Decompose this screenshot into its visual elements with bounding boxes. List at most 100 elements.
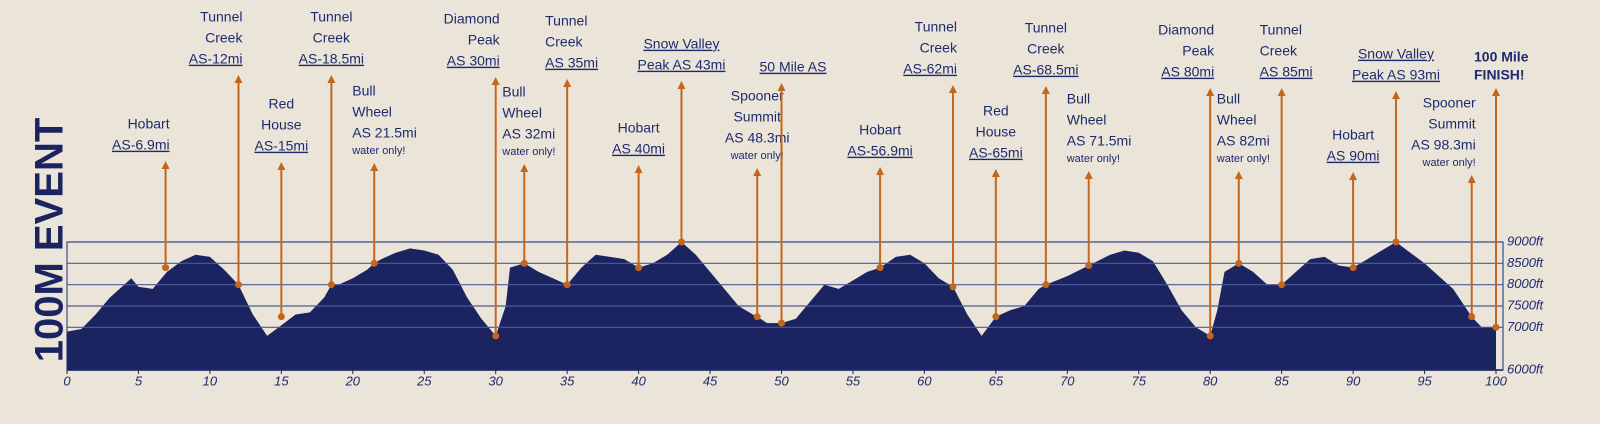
annotation-label: Creek — [205, 30, 243, 46]
annotation-label: AS 48.3mi — [725, 130, 790, 146]
x-tick-label: 85 — [1274, 373, 1289, 388]
arrow-head — [777, 83, 786, 91]
arrow-head — [1234, 171, 1243, 179]
annotation-label: Wheel — [502, 105, 542, 121]
annotation-label: 50 Mile AS — [760, 59, 827, 75]
y-tick-label: 7000ft — [1507, 319, 1545, 334]
annotation-point — [1085, 261, 1093, 269]
annotation-label: House — [261, 117, 302, 133]
arrow-head — [991, 169, 1000, 177]
annotation-label: AS 71.5mi — [1067, 133, 1132, 149]
annotation-label: Tunnel — [545, 13, 587, 29]
annotation-point — [635, 264, 643, 272]
arrow-head — [1277, 88, 1286, 96]
annotation-label: AS-15mi — [255, 138, 309, 154]
arrow-head — [563, 79, 572, 87]
annotation-label: Peak — [468, 32, 501, 48]
annotation-label: Bull — [1067, 91, 1090, 107]
arrow-head — [1492, 88, 1500, 96]
annotation-point — [753, 313, 761, 321]
annotation-label: Peak — [1182, 43, 1215, 59]
x-tick-label: 100 — [1485, 373, 1507, 388]
annotation-label: Tunnel — [1260, 22, 1302, 38]
x-tick-label: 10 — [203, 373, 218, 388]
annotation-label: Hobart — [1332, 127, 1374, 143]
x-tick-label: 75 — [1132, 373, 1147, 388]
y-tick-label: 6000ft — [1507, 361, 1545, 376]
annotation-label: AS-18.5mi — [299, 51, 364, 67]
annotation-label: Tunnel — [310, 9, 352, 25]
annotation-point — [1235, 259, 1243, 267]
annotation-label: Hobart — [128, 116, 170, 132]
annotation-point — [949, 283, 957, 291]
annotation-note: water only! — [351, 145, 405, 157]
annotation-label: Snow Valley — [1358, 46, 1434, 62]
annotation-note: water only! — [1066, 153, 1120, 165]
annotation-label: Diamond — [1158, 22, 1214, 38]
x-tick-label: 90 — [1346, 373, 1361, 388]
x-tick-label: 30 — [488, 373, 503, 388]
arrow-head — [327, 75, 336, 83]
annotation-point — [1042, 281, 1050, 289]
arrow-head — [1467, 175, 1476, 183]
annotation-label: Tunnel — [200, 9, 242, 25]
annotation-label: Bull — [502, 84, 525, 100]
arrow-head — [234, 75, 243, 83]
annotation-label: FINISH! — [1474, 67, 1525, 83]
annotation-label: Creek — [313, 30, 351, 46]
x-tick-label: 45 — [703, 373, 718, 388]
annotation-label: AS 80mi — [1161, 64, 1214, 80]
annotation-label: Diamond — [444, 11, 500, 27]
x-tick-label: 80 — [1203, 373, 1218, 388]
arrow-head — [1206, 88, 1215, 96]
annotation-point — [677, 238, 685, 246]
arrow-head — [677, 81, 686, 89]
x-tick-label: 5 — [135, 373, 143, 388]
annotation-label: Creek — [545, 34, 583, 50]
annotation-label: AS 98.3mi — [1411, 137, 1476, 153]
arrow-head — [161, 161, 170, 169]
annotation-point — [1392, 238, 1400, 246]
annotation-point — [234, 281, 242, 289]
x-tick-label: 35 — [560, 373, 575, 388]
x-tick-label: 40 — [631, 373, 646, 388]
annotation-label: Wheel — [1217, 112, 1257, 128]
annotation-label: Summit — [733, 109, 781, 125]
annotation-label: AS-65mi — [969, 145, 1023, 161]
y-tick-label: 9000ft — [1507, 233, 1545, 248]
annotation-label: House — [976, 124, 1017, 140]
annotation-label: Red — [983, 103, 1009, 119]
arrow-head — [520, 164, 529, 172]
annotation-point — [876, 264, 884, 272]
annotation-point — [370, 259, 378, 267]
annotation-label: AS 21.5mi — [352, 125, 417, 141]
x-tick-label: 95 — [1417, 373, 1432, 388]
arrow-head — [634, 165, 643, 173]
annotation-label: Tunnel — [1025, 20, 1067, 36]
arrow-head — [491, 77, 500, 85]
y-tick-label: 8000ft — [1507, 276, 1545, 291]
x-tick-label: 60 — [917, 373, 932, 388]
annotation-note: water only! — [1422, 157, 1476, 169]
arrow-head — [948, 85, 957, 93]
annotation-label: AS-62mi — [903, 61, 957, 77]
annotation-label: AS 85mi — [1260, 64, 1313, 80]
annotation-point — [1349, 264, 1357, 272]
arrow-head — [277, 162, 286, 170]
annotation-label: Peak AS 43mi — [638, 57, 726, 73]
x-tick-label: 25 — [416, 373, 432, 388]
annotation-point — [1206, 332, 1214, 340]
x-tick-label: 50 — [774, 373, 789, 388]
annotation-label: AS-68.5mi — [1013, 62, 1078, 78]
arrow-head — [1084, 171, 1093, 179]
annotation-label: Bull — [352, 83, 375, 99]
annotation-point — [1278, 281, 1286, 289]
annotation-label: 100 Mile — [1474, 49, 1529, 65]
x-tick-label: 15 — [274, 373, 289, 388]
x-tick-label: 65 — [989, 373, 1004, 388]
annotation-label: Hobart — [618, 120, 660, 136]
annotation-point — [1468, 313, 1476, 321]
x-tick-label: 55 — [846, 373, 861, 388]
annotation-label: Creek — [1260, 43, 1298, 59]
y-tick-label: 7500ft — [1507, 297, 1545, 312]
